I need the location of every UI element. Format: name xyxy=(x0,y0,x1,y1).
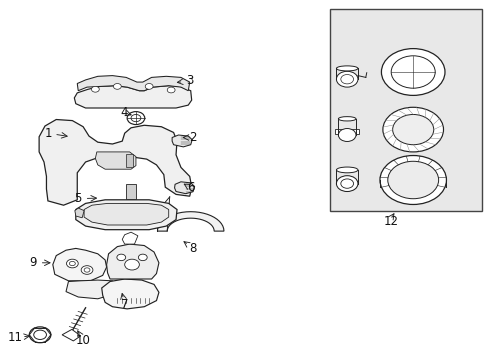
Bar xyxy=(334,129,359,134)
Text: 1: 1 xyxy=(44,127,52,140)
Text: 8: 8 xyxy=(189,242,197,255)
Polygon shape xyxy=(39,120,191,205)
Ellipse shape xyxy=(336,167,357,173)
Ellipse shape xyxy=(336,66,357,71)
Circle shape xyxy=(29,327,51,343)
Bar xyxy=(329,9,481,211)
Circle shape xyxy=(387,161,438,199)
Circle shape xyxy=(66,259,78,268)
Polygon shape xyxy=(95,152,136,169)
Circle shape xyxy=(138,254,147,261)
Circle shape xyxy=(336,176,357,192)
Text: 11: 11 xyxy=(8,331,23,344)
Polygon shape xyxy=(62,329,81,341)
Circle shape xyxy=(390,56,434,88)
Polygon shape xyxy=(74,86,191,108)
Polygon shape xyxy=(174,182,194,194)
Circle shape xyxy=(117,254,125,261)
Circle shape xyxy=(167,87,175,93)
Circle shape xyxy=(81,266,93,274)
Polygon shape xyxy=(77,76,189,91)
Polygon shape xyxy=(76,200,177,230)
Polygon shape xyxy=(66,280,120,299)
Circle shape xyxy=(379,156,446,204)
Circle shape xyxy=(340,75,353,84)
Circle shape xyxy=(340,179,353,188)
Polygon shape xyxy=(172,135,192,147)
Text: 7: 7 xyxy=(121,298,128,311)
Polygon shape xyxy=(53,248,106,281)
Polygon shape xyxy=(122,232,138,244)
Circle shape xyxy=(338,129,355,141)
Circle shape xyxy=(392,114,433,145)
Circle shape xyxy=(145,84,153,89)
Text: 10: 10 xyxy=(76,334,90,347)
Polygon shape xyxy=(126,154,133,167)
Text: 5: 5 xyxy=(74,192,82,205)
Text: 6: 6 xyxy=(186,181,194,194)
Polygon shape xyxy=(126,184,136,199)
Polygon shape xyxy=(157,212,224,231)
Ellipse shape xyxy=(338,117,355,121)
Polygon shape xyxy=(102,279,159,309)
Circle shape xyxy=(381,49,444,95)
Circle shape xyxy=(127,112,144,125)
Circle shape xyxy=(124,259,139,270)
Circle shape xyxy=(336,71,357,87)
Circle shape xyxy=(113,84,121,89)
Circle shape xyxy=(131,114,141,122)
Circle shape xyxy=(34,330,46,339)
Text: 12: 12 xyxy=(383,215,398,228)
Circle shape xyxy=(91,86,99,92)
Text: 2: 2 xyxy=(189,131,197,144)
Polygon shape xyxy=(106,244,159,279)
Circle shape xyxy=(382,107,443,152)
Circle shape xyxy=(84,268,90,272)
Circle shape xyxy=(69,261,75,266)
Polygon shape xyxy=(84,203,168,225)
Polygon shape xyxy=(75,208,84,218)
Text: 3: 3 xyxy=(185,75,193,87)
Text: 9: 9 xyxy=(29,256,37,269)
Text: 4: 4 xyxy=(120,106,127,119)
